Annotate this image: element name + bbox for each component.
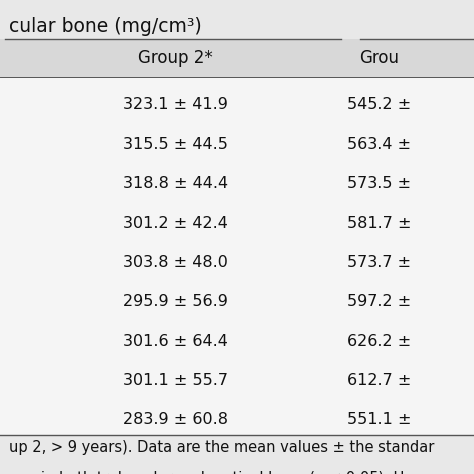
Text: Group 2*: Group 2* bbox=[138, 49, 213, 67]
Text: 295.9 ± 56.9: 295.9 ± 56.9 bbox=[123, 294, 228, 309]
Text: 318.8 ± 44.4: 318.8 ± 44.4 bbox=[123, 176, 228, 191]
Text: up 2, > 9 years). Data are the mean values ± the standar: up 2, > 9 years). Data are the mean valu… bbox=[9, 440, 435, 455]
Text: age in both trabecular and cortical bone (p < 0.05). How: age in both trabecular and cortical bone… bbox=[9, 471, 426, 474]
Text: 303.8 ± 48.0: 303.8 ± 48.0 bbox=[123, 255, 228, 270]
Bar bbox=[0, 39, 474, 77]
Text: 551.1 ±: 551.1 ± bbox=[347, 412, 411, 427]
Text: 612.7 ±: 612.7 ± bbox=[347, 373, 411, 388]
Text: Grou: Grou bbox=[359, 49, 399, 67]
Bar bbox=[0, 77, 474, 435]
Text: cular bone (mg/cm³): cular bone (mg/cm³) bbox=[9, 17, 202, 36]
Text: 545.2 ±: 545.2 ± bbox=[347, 98, 411, 112]
Text: 573.5 ±: 573.5 ± bbox=[347, 176, 411, 191]
Text: 301.6 ± 64.4: 301.6 ± 64.4 bbox=[123, 334, 228, 348]
Text: 283.9 ± 60.8: 283.9 ± 60.8 bbox=[123, 412, 228, 427]
Text: 301.1 ± 55.7: 301.1 ± 55.7 bbox=[123, 373, 228, 388]
Text: 315.5 ± 44.5: 315.5 ± 44.5 bbox=[123, 137, 228, 152]
Text: 563.4 ±: 563.4 ± bbox=[347, 137, 411, 152]
Text: 581.7 ±: 581.7 ± bbox=[347, 216, 411, 230]
Text: 597.2 ±: 597.2 ± bbox=[347, 294, 411, 309]
Text: 323.1 ± 41.9: 323.1 ± 41.9 bbox=[123, 98, 228, 112]
Text: 626.2 ±: 626.2 ± bbox=[347, 334, 411, 348]
Text: 301.2 ± 42.4: 301.2 ± 42.4 bbox=[123, 216, 228, 230]
Text: 573.7 ±: 573.7 ± bbox=[347, 255, 411, 270]
